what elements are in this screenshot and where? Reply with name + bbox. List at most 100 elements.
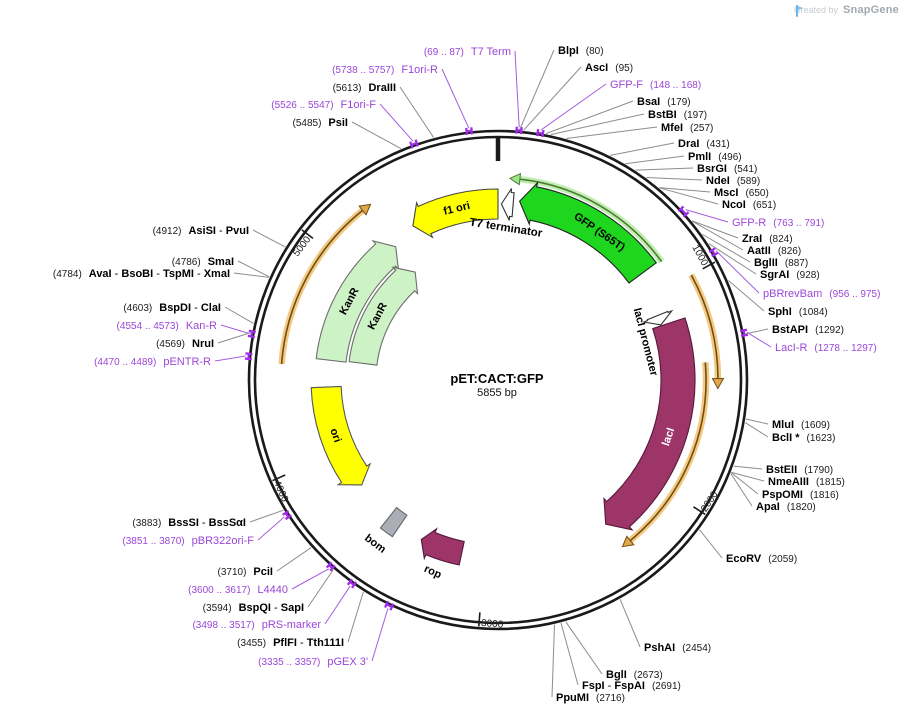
primer-label-kan-r[interactable]: (4554 .. 4573) Kan-R [117,320,218,332]
enzyme-leader-nrui [217,331,252,344]
enzyme-label-bspdi-clai[interactable]: (4603) BspDI - ClaI [123,302,221,314]
enzyme-leader-msci [659,187,711,193]
primer-label-f1ori-f[interactable]: (5526 .. 5547) F1ori-F [271,99,376,111]
enzyme-leader-apai [730,473,753,507]
enzyme-label-pshai[interactable]: PshAI (2454) [644,642,711,654]
enzyme-label-bspqi-sapi[interactable]: (3594) BspQI - SapI [203,602,304,614]
primer-leader-gfp-f [540,83,607,131]
primer-label-l4440[interactable]: (3600 .. 3617) L4440 [188,584,288,596]
orf-gfp-arc[interactable] [508,172,665,264]
enzyme-label-aatii[interactable]: AatII (826) [747,245,801,257]
enzyme-label-bstapi[interactable]: BstAPI (1292) [772,324,844,336]
enzyme-label-bgli[interactable]: BglI (2673) [606,669,663,681]
enzyme-label-ndei[interactable]: NdeI (589) [706,175,760,187]
feature-bom[interactable] [379,506,408,538]
enzyme-leader-sgrai [708,243,757,275]
enzyme-leader-bcli- [745,422,769,438]
enzyme-label-mfei[interactable]: MfeI (257) [661,122,713,134]
enzyme-label-ncoi[interactable]: NcoI (651) [722,199,776,211]
enzyme-label-sgrai[interactable]: SgrAI (928) [760,269,820,281]
orf-1-core [690,274,719,379]
enzyme-label-asci[interactable]: AscI (95) [585,62,633,74]
feature-laci-promoter[interactable] [641,309,674,326]
enzyme-label-zrai[interactable]: ZraI (824) [742,233,793,245]
primer-label-laci-r[interactable]: LacI-R (1278 .. 1297) [775,342,877,354]
snapgene-watermark: Created by SnapGene [794,4,899,17]
enzyme-leader-blpi [519,49,555,131]
enzyme-leader-zrai [691,220,739,239]
enzyme-label-pspomi[interactable]: PspOMI (1816) [762,489,839,501]
primer-mark-f1ori-r [465,127,474,136]
feature-t7-terminator[interactable] [500,188,515,221]
primer-leader-t7-term [514,50,520,128]
feature-label-rop[interactable]: rop [422,563,443,581]
enzyme-label-bsai[interactable]: BsaI (179) [637,96,691,108]
feature-laci[interactable] [603,317,696,531]
primer-label-pbrrevbam[interactable]: pBRrevBam (956 .. 975) [763,288,880,300]
enzyme-leader-bspdi-clai [224,306,254,324]
enzyme-label-asisi-pvui[interactable]: (4912) AsiSI - PvuI [153,225,249,237]
enzyme-label-smai[interactable]: (4786) SmaI [172,256,234,268]
enzyme-label-pcii[interactable]: (3710) PciI [218,566,273,578]
primer-mark-pbr322ori-f [282,510,293,521]
feature-label-laci[interactable]: lacI [660,426,677,447]
primer-label-pbr322ori-f[interactable]: (3851 .. 3870) pBR322ori-F [122,535,254,547]
primer-leader-gfp-r [685,209,729,223]
feature-rop[interactable] [420,527,465,566]
enzyme-label-sphi[interactable]: SphI (1084) [768,306,828,318]
feature-kanr-inner[interactable] [348,266,419,366]
leader-line-layer [214,49,772,698]
primer-label-prs-marker[interactable]: (3498 .. 3517) pRS-marker [192,619,321,631]
orf-1-arc[interactable] [688,273,725,390]
enzyme-leader-smai [237,260,270,278]
enzyme-leader-bsssi-bsss-i [249,509,284,523]
enzyme-label-bcli-[interactable]: BclI * (1623) [772,432,835,444]
enzyme-label-ppumi[interactable]: PpuMI (2716) [556,692,625,704]
enzyme-label-avai-bsobi-tspmi-xmai[interactable]: (4784) AvaI - BsoBI - TspMI - XmaI [53,268,230,280]
primer-label-pentr-r[interactable]: (4470 .. 4489) pENTR-R [94,356,211,368]
primer-label-pgex-3-[interactable]: (3335 .. 3357) pGEX 3' [258,656,368,668]
primer-label-gfp-f[interactable]: GFP-F (148 .. 168) [610,79,701,91]
enzyme-label-pflfi-tth111i[interactable]: (3455) PflFI - Tth111I [237,637,344,649]
enzyme-label-drai[interactable]: DraI (431) [678,138,730,150]
enzyme-label-pmli[interactable]: PmlI (496) [688,151,742,163]
primer-label-gfp-r[interactable]: GFP-R (763 .. 791) [732,217,824,229]
primer-mark-pgex-3- [383,600,395,611]
enzyme-label-apai[interactable]: ApaI (1820) [756,501,816,513]
enzyme-label-bglii[interactable]: BglII (887) [754,257,808,269]
primer-leader-pentr-r [214,355,246,362]
enzyme-label-msci[interactable]: MscI (650) [714,187,769,199]
orf-2-arc[interactable] [621,362,710,548]
primer-label-t7-term[interactable]: (69 .. 87) T7 Term [424,46,511,58]
enzyme-label-bsrgi[interactable]: BsrGI (541) [697,163,757,175]
enzyme-label-draiii[interactable]: (5613) DraIII [333,82,396,94]
enzyme-leader-pmli [625,155,685,165]
backbone-ring-layer [247,129,749,631]
enzyme-label-nmeaiii[interactable]: NmeAIII (1815) [768,476,845,488]
enzyme-label-bsteii[interactable]: BstEII (1790) [766,464,833,476]
tick-4000 [272,474,286,482]
feature-kanr-outer[interactable] [315,239,400,363]
enzyme-leader-bgli [565,621,603,675]
enzyme-label-ecorv[interactable]: EcoRV (2059) [726,553,797,565]
enzyme-label-psii[interactable]: (5485) PsiI [293,117,348,129]
enzyme-leader-ppumi [551,624,555,698]
primer-mark-f1ori-f [409,139,419,149]
feature-ori[interactable] [310,385,372,486]
feature-f1-ori[interactable] [412,188,499,239]
enzyme-leader-ecorv [699,529,723,559]
enzyme-label-bstbi[interactable]: BstBI (197) [648,109,707,121]
feature-label-bom[interactable]: bom [362,532,388,556]
feature-label-ori[interactable]: ori [327,427,343,444]
enzyme-label-bsssi-bsss-i[interactable]: (3883) BssSI - BssSαI [132,517,246,529]
orf-2-core [629,362,707,542]
enzyme-label-blpi[interactable]: BlpI (80) [558,45,604,57]
feature-gfp[interactable] [518,181,658,284]
enzyme-label-nrui[interactable]: (4569) NruI [156,338,214,350]
orf-3-arc[interactable] [278,203,372,365]
enzyme-leader-pcii [276,547,312,572]
primer-label-f1ori-r[interactable]: (5738 .. 5757) F1ori-R [332,64,438,76]
enzyme-label-fspi-fspai[interactable]: FspI - FspAI (2691) [582,680,681,692]
enzyme-label-mlui[interactable]: MluI (1609) [772,419,830,431]
